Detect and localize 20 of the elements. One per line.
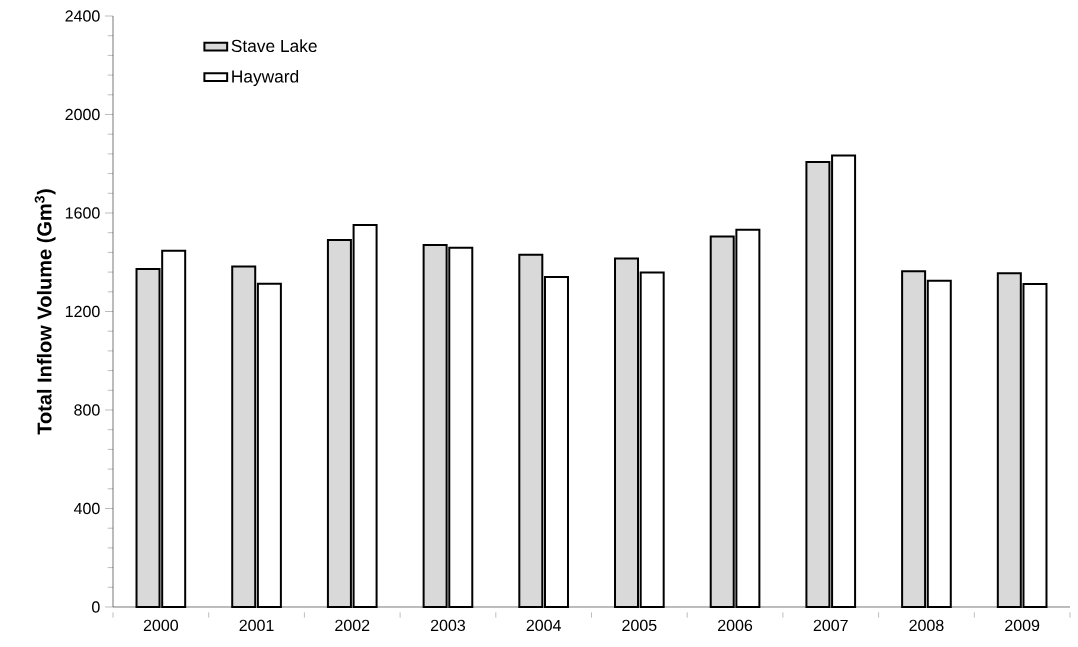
y-tick-label: 2000 [65, 108, 100, 121]
x-tick-label: 2003 [430, 619, 466, 632]
y-tick-label: 2400 [65, 10, 100, 22]
x-tick-label: 2002 [335, 619, 370, 632]
legend-label: Stave Lake [231, 39, 317, 53]
x-tick-label: 2006 [718, 619, 753, 632]
y-axis-title: Total Inflow Volume (Gm$^{3}$) [34, 189, 56, 435]
x-tick-label: 2005 [622, 619, 657, 632]
x-tick-label: 2000 [143, 619, 179, 632]
x-tick-label: 2009 [1005, 619, 1040, 632]
x-tick-label: 2001 [239, 619, 274, 632]
x-tick-label: 2008 [909, 619, 944, 632]
y-tick-label: 1600 [65, 207, 100, 219]
x-tick-label: 2004 [526, 619, 561, 632]
legend-label: Hayward [232, 69, 299, 87]
y-tick-label: 1200 [65, 305, 100, 318]
y-tick-label: 400 [73, 502, 100, 515]
y-tick-label: 0 [92, 601, 100, 613]
y-tick-label: 800 [74, 404, 100, 416]
x-tick-label: 2007 [813, 619, 848, 632]
